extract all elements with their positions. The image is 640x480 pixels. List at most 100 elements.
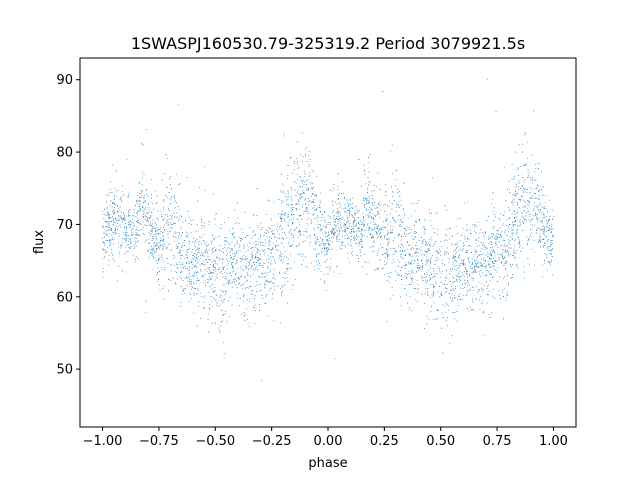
data-point	[193, 288, 195, 289]
data-point	[196, 254, 198, 256]
data-point	[449, 273, 450, 275]
data-point	[281, 256, 283, 258]
data-point	[392, 294, 394, 296]
data-point	[278, 244, 280, 246]
data-point	[362, 266, 364, 268]
data-point	[232, 235, 234, 237]
data-point	[481, 248, 483, 249]
data-point	[523, 219, 525, 221]
data-point	[423, 226, 425, 227]
data-point	[454, 256, 456, 257]
data-point	[413, 203, 415, 205]
data-point	[122, 213, 124, 215]
data-point	[537, 208, 538, 210]
data-point	[243, 300, 244, 302]
data-point	[339, 214, 341, 216]
data-point	[518, 189, 519, 191]
data-point	[456, 251, 458, 253]
data-point	[113, 212, 115, 214]
data-point	[405, 268, 406, 269]
data-point	[494, 216, 496, 218]
data-point	[156, 202, 158, 204]
data-point	[107, 235, 109, 237]
data-point	[540, 229, 542, 230]
data-point	[240, 238, 242, 239]
data-point	[213, 272, 215, 274]
data-point	[284, 192, 286, 194]
data-point	[232, 279, 234, 281]
data-point	[106, 214, 108, 216]
data-point	[319, 210, 321, 212]
data-point	[547, 246, 549, 248]
data-point	[341, 248, 343, 250]
data-point	[372, 246, 374, 247]
data-point	[427, 260, 429, 262]
data-point	[336, 238, 338, 240]
data-point	[256, 247, 258, 249]
data-point	[392, 203, 393, 205]
data-point	[543, 214, 545, 216]
data-point	[352, 228, 354, 230]
data-point	[539, 211, 541, 213]
data-point	[545, 208, 547, 209]
data-point	[441, 246, 443, 247]
data-point	[318, 244, 320, 246]
data-point	[214, 249, 216, 250]
data-point	[394, 200, 396, 202]
data-point	[299, 187, 301, 189]
data-point	[467, 257, 469, 259]
data-point	[394, 251, 396, 253]
data-point	[444, 305, 446, 307]
data-point	[246, 267, 247, 268]
data-point	[160, 239, 161, 241]
data-point	[329, 216, 331, 217]
data-point	[152, 219, 154, 221]
data-point	[197, 262, 198, 264]
data-point	[408, 309, 410, 311]
data-point	[232, 266, 233, 267]
data-point	[138, 182, 140, 184]
data-point	[444, 280, 446, 281]
data-point	[468, 284, 470, 286]
data-point	[311, 183, 313, 184]
data-point	[108, 214, 110, 215]
data-point	[362, 212, 364, 214]
data-point	[367, 187, 368, 189]
data-point	[400, 204, 402, 206]
data-point	[264, 262, 266, 264]
data-point	[384, 204, 386, 205]
data-point	[292, 209, 293, 210]
data-point	[358, 159, 360, 160]
data-point	[136, 226, 138, 228]
data-point	[257, 250, 259, 252]
data-point	[523, 181, 525, 183]
data-point	[260, 242, 262, 244]
data-point	[143, 174, 145, 176]
data-point	[338, 219, 340, 221]
data-point	[361, 228, 362, 230]
data-point	[427, 259, 429, 260]
data-point	[182, 255, 183, 256]
data-point	[415, 261, 417, 263]
data-point	[126, 234, 128, 236]
data-point	[269, 258, 271, 260]
data-point	[337, 219, 339, 221]
data-point	[418, 252, 419, 254]
data-point	[225, 290, 227, 292]
data-point	[446, 325, 448, 327]
data-point	[218, 249, 220, 250]
data-point	[362, 223, 364, 225]
data-point	[549, 228, 550, 229]
data-point	[183, 267, 184, 269]
data-point	[509, 217, 511, 219]
data-point	[328, 222, 330, 224]
data-point	[367, 236, 368, 238]
data-point	[213, 269, 214, 271]
data-point	[147, 221, 149, 222]
data-point	[202, 275, 204, 276]
data-point	[290, 229, 292, 231]
data-point	[226, 278, 228, 280]
data-point	[124, 217, 126, 218]
data-point	[378, 235, 380, 237]
data-point	[316, 218, 317, 220]
